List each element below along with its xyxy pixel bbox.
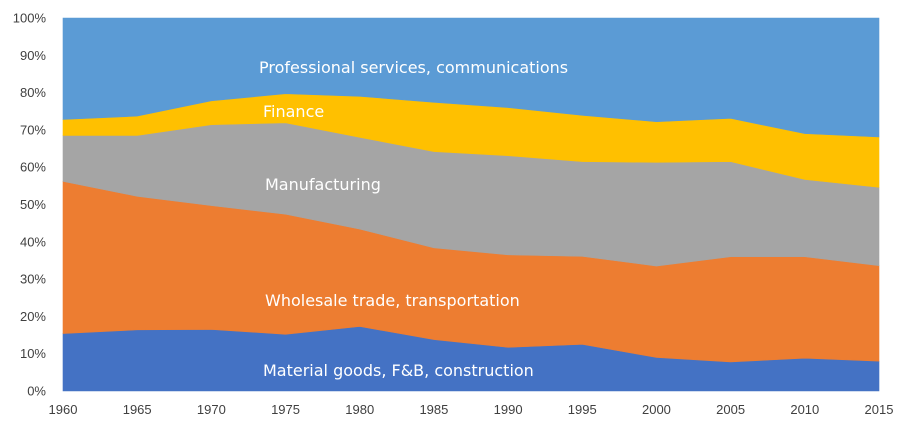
y-tick-label: 0% <box>27 384 46 399</box>
series-label-4: Finance <box>263 102 324 121</box>
y-tick-label: 90% <box>20 48 46 63</box>
series-label-1: Material goods, F&B, construction <box>263 361 534 380</box>
y-tick-label: 70% <box>20 122 46 137</box>
series-label-2: Wholesale trade, transportation <box>265 291 520 310</box>
x-tick-label: 1965 <box>123 402 152 417</box>
x-tick-label: 2015 <box>865 402 894 417</box>
y-tick-label: 50% <box>20 197 46 212</box>
x-tick-label: 1980 <box>345 402 374 417</box>
y-tick-label: 40% <box>20 234 46 249</box>
series-labels: Material goods, F&B, construction Wholesa… <box>259 58 568 380</box>
x-tick-label: 2005 <box>716 402 745 417</box>
x-tick-label: 1960 <box>49 402 78 417</box>
series-label-3: Manufacturing <box>265 175 381 194</box>
series-label-5: Professional services, communications <box>259 58 568 77</box>
x-tick-label: 2010 <box>790 402 819 417</box>
y-tick-label: 30% <box>20 272 46 287</box>
y-axis-tick-labels: 0% 10% 20% 30% 40% 50% 60% 70% 80% 90% 100% <box>13 11 47 399</box>
area-series-5 <box>62 17 880 138</box>
y-tick-label: 20% <box>20 309 46 324</box>
area-layer <box>62 17 880 392</box>
x-tick-label: 1970 <box>197 402 226 417</box>
x-tick-label: 1995 <box>568 402 597 417</box>
x-tick-label: 1975 <box>271 402 300 417</box>
x-axis-tick-labels: 1960 1965 1970 1975 1980 1985 1990 1995 2000 2005… <box>49 402 894 417</box>
y-tick-label: 10% <box>20 346 46 361</box>
x-tick-label: 1990 <box>494 402 523 417</box>
x-tick-label: 2000 <box>642 402 671 417</box>
y-tick-label: 80% <box>20 85 46 100</box>
y-tick-label: 100% <box>13 11 47 26</box>
y-tick-label: 60% <box>20 160 46 175</box>
x-tick-label: 1985 <box>419 402 448 417</box>
